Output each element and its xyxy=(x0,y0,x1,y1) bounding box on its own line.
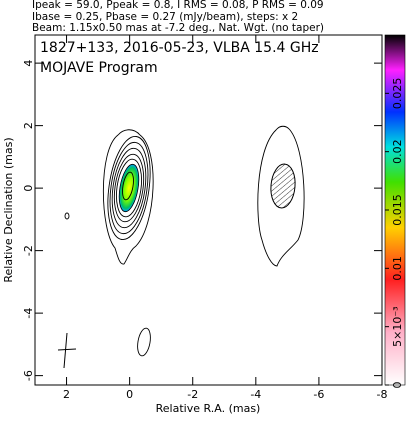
colorbar-tick-label: 0.025 xyxy=(391,78,404,110)
x-axis-label: Relative R.A. (mas) xyxy=(156,402,261,415)
plot-frame xyxy=(34,34,383,386)
x-tick-label: -4 xyxy=(250,388,261,401)
y-tick-label: 4 xyxy=(22,60,35,67)
colorbar-tick-label: 0.015 xyxy=(391,194,404,226)
x-tick-label: 2 xyxy=(63,388,70,401)
y-tick-label: -2 xyxy=(22,245,35,256)
y-tick-label: 0 xyxy=(22,185,35,192)
header-line: Beam: 1.15x0.50 mas at -7.2 deg., Nat. W… xyxy=(32,22,324,34)
colorbar-tick-label: 0.02 xyxy=(391,139,404,164)
y-axis-label: Relative Declination (mas) xyxy=(2,137,15,282)
colorbar-tick-label: 5×10⁻³ xyxy=(391,306,404,346)
y-tick-label: 2 xyxy=(22,122,35,129)
x-tick-label: 0 xyxy=(126,388,133,401)
contours xyxy=(57,125,305,369)
y-tick-label: -4 xyxy=(22,308,35,319)
header-line: Ipeak = 59.0, Ppeak = 0.8, I RMS = 0.08,… xyxy=(32,0,324,11)
y-tick-label: -6 xyxy=(22,370,35,381)
chart-subtitle: MOJAVE Program xyxy=(40,60,158,76)
colorbar-tick-label: 0.01 xyxy=(391,256,404,281)
x-tick-label: -2 xyxy=(187,388,198,401)
chart-title: 1827+133, 2016-05-23, VLBA 15.4 GHz xyxy=(40,40,319,56)
x-tick-label: -6 xyxy=(313,388,324,401)
x-tick-label: -8 xyxy=(377,388,388,401)
header-line: Ibase = 0.25, Pbase = 0.27 (mJy/beam), s… xyxy=(32,11,298,23)
colorbar-tick-label: 0 xyxy=(391,382,404,389)
